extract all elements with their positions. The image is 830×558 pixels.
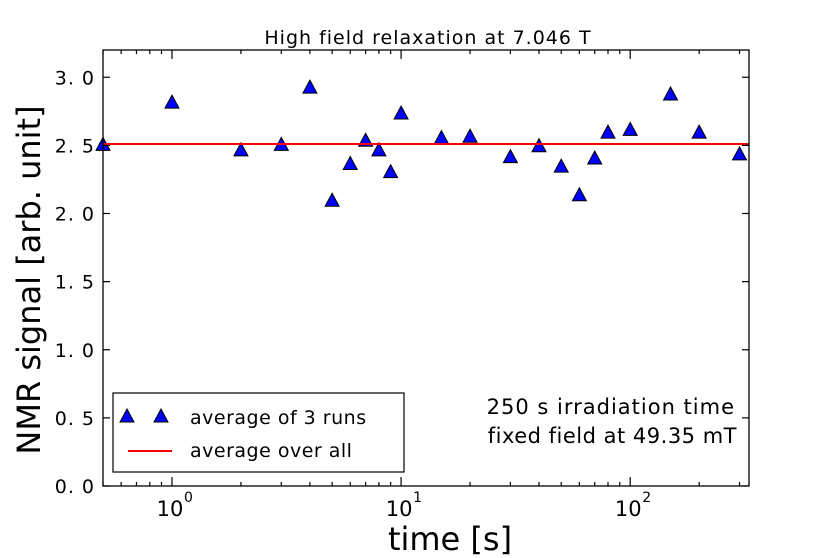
data-point	[691, 124, 708, 139]
y-tick-label: 2. 0	[55, 204, 95, 226]
data-point	[571, 186, 588, 202]
legend-box	[112, 392, 405, 473]
data-point	[731, 145, 748, 161]
legend-label-average: average over all	[190, 440, 352, 462]
data-point	[382, 163, 399, 179]
legend-triangle-marker-1	[119, 407, 135, 423]
x-tick-label-base: 10	[615, 497, 642, 521]
y-tick-label: 3. 0	[55, 67, 95, 89]
y-axis-label: NMR signal [arb. unit]	[10, 105, 48, 454]
data-point	[462, 128, 478, 143]
data-point	[233, 141, 249, 157]
annotation: 250 s irradiation time fixed field at 49…	[487, 395, 737, 448]
y-tick-label: 1. 0	[55, 340, 95, 362]
y-tick-label: 2. 5	[55, 135, 95, 157]
data-point	[342, 155, 359, 170]
x-tick-label-base: 10	[157, 497, 184, 521]
data-marks	[95, 79, 749, 207]
data-point	[622, 121, 639, 136]
x-tick-label-exponent: 0	[184, 490, 193, 506]
plot-frame	[102, 49, 750, 487]
legend: average of 3 runs average over all	[112, 392, 405, 473]
y-axis-ticks: 0. 0 0. 5 1. 0 1. 5 2. 0 2. 5 3. 0	[55, 67, 749, 498]
x-tick-label-base: 10	[386, 497, 413, 521]
data-point	[662, 85, 679, 101]
data-point	[586, 149, 603, 165]
annotation-line-2: fixed field at 49.35 mT	[488, 424, 737, 448]
data-point	[324, 192, 340, 207]
chart-title: High field relaxation at 7.046 T	[264, 27, 591, 49]
data-point	[393, 104, 409, 120]
data-point	[531, 137, 547, 153]
x-tick-label: 10 1	[386, 490, 422, 521]
data-point	[302, 79, 318, 94]
data-point	[553, 158, 570, 173]
legend-triangle-marker-2	[153, 407, 169, 423]
data-point	[600, 124, 616, 139]
data-point	[164, 94, 180, 109]
data-point	[502, 148, 519, 164]
x-axis-label: time [s]	[388, 520, 512, 558]
x-tick-label-exponent: 1	[413, 490, 422, 506]
legend-label-series: average of 3 runs	[190, 407, 367, 429]
x-tick-label-exponent: 2	[642, 490, 651, 506]
y-tick-label: 0. 0	[55, 476, 95, 498]
annotation-line-1: 250 s irradiation time	[487, 395, 735, 419]
x-axis-ticks: 10 0 10 1 10 2	[102, 50, 741, 521]
data-point	[371, 141, 387, 157]
y-tick-label: 0. 5	[55, 408, 95, 430]
x-tick-label: 10 2	[615, 490, 651, 521]
y-tick-label: 1. 5	[55, 272, 95, 294]
x-tick-label: 10 0	[157, 490, 193, 521]
